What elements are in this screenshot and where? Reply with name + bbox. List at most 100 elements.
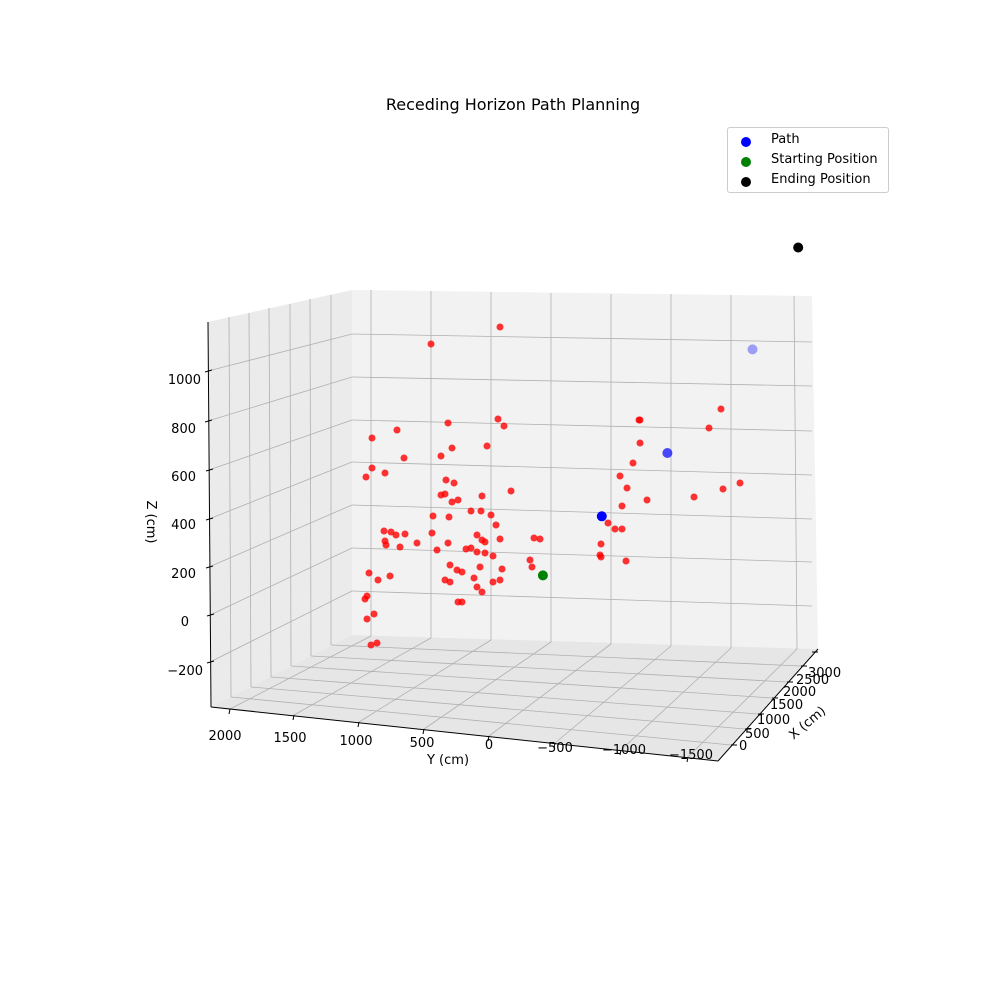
- obstacle-point: [736, 479, 744, 487]
- gridlines: [207, 290, 813, 758]
- obstacle-point: [636, 416, 644, 424]
- obstacle-point: [473, 531, 481, 539]
- obstacle-point: [494, 415, 502, 423]
- obstacle-point: [381, 469, 389, 477]
- obstacle-point: [473, 548, 481, 556]
- z-tick-label: 600: [171, 470, 196, 485]
- obstacle-point: [428, 529, 436, 537]
- z-tick-label: 800: [171, 422, 196, 437]
- x-tick-label: 2500: [796, 673, 829, 688]
- obstacle-point: [526, 556, 534, 564]
- obstacle-point: [616, 472, 624, 480]
- obstacle-point: [368, 434, 376, 442]
- obstacle-point: [705, 424, 713, 432]
- obstacle-point: [427, 340, 435, 348]
- pane-back: [352, 290, 818, 649]
- legend-label: Ending Position: [771, 172, 871, 187]
- chart-title: Receding Horizon Path Planning: [385, 95, 641, 114]
- y-tick-label: 0: [485, 738, 493, 753]
- obstacle-point: [454, 496, 462, 504]
- obstacle-point: [401, 530, 409, 538]
- obstacle-point: [446, 561, 454, 569]
- z-tick-label: 0: [181, 615, 189, 630]
- obstacle-point: [413, 539, 421, 547]
- x-tick-label: 500: [745, 727, 770, 742]
- obstacle-point: [446, 578, 454, 586]
- obstacle-point: [373, 639, 381, 647]
- obstacle-point: [448, 498, 456, 506]
- obstacle-point: [392, 531, 400, 539]
- y-tick-label: −1500: [669, 748, 713, 763]
- obstacle-point: [386, 572, 394, 580]
- obstacle-point: [528, 563, 536, 571]
- obstacle-point: [370, 610, 378, 618]
- obstacle-point: [496, 323, 504, 331]
- obstacle-point: [604, 519, 612, 527]
- obstacle-point: [622, 557, 630, 565]
- axes-lines: [204, 321, 819, 763]
- obstacle-point: [429, 512, 437, 520]
- y-tick-label: 1000: [339, 734, 372, 749]
- obstacle-point: [476, 563, 484, 571]
- y-tick-label: 1500: [273, 731, 306, 746]
- obstacle-point: [368, 464, 376, 472]
- obstacle-point: [536, 535, 544, 543]
- obstacle-point: [433, 546, 441, 554]
- obstacle-point: [478, 588, 486, 596]
- obstacle-point: [400, 454, 408, 462]
- obstacle-point: [489, 578, 497, 586]
- obstacle-point: [477, 507, 485, 515]
- obstacle-point: [690, 493, 698, 501]
- obstacle-points: [361, 323, 744, 649]
- z-tick-label: 200: [171, 567, 196, 582]
- x-tick-label: 0: [739, 739, 747, 754]
- obstacle-point: [454, 598, 462, 606]
- pane-floor: [211, 635, 818, 761]
- obstacle-point: [444, 539, 452, 547]
- legend-item-end: Ending Position: [728, 171, 888, 191]
- z-tick-label: 400: [171, 518, 196, 533]
- tick-labels: 1000 800 600 400 200 0 −200 2000 1500 10…: [167, 373, 841, 763]
- obstacle-point: [467, 544, 475, 552]
- obstacle-point: [489, 552, 497, 560]
- start-point: [537, 570, 548, 581]
- obstacle-point: [597, 553, 605, 561]
- obstacle-point: [467, 507, 475, 515]
- obstacle-point: [492, 521, 500, 529]
- legend-item-start: Starting Position: [728, 151, 888, 171]
- obstacle-point: [717, 405, 725, 413]
- obstacle-point: [618, 525, 626, 533]
- obstacle-point: [643, 496, 651, 504]
- end-point: [793, 242, 804, 253]
- obstacle-point: [470, 574, 478, 582]
- obstacle-point: [481, 538, 489, 546]
- z-tick-label: 1000: [168, 373, 201, 388]
- obstacle-point: [442, 476, 450, 484]
- obstacle-point: [618, 502, 626, 510]
- obstacle-point: [478, 492, 486, 500]
- obstacle-point: [500, 422, 508, 430]
- x-tick-label: 2000: [783, 685, 816, 700]
- obstacle-point: [636, 439, 644, 447]
- obstacle-point: [487, 511, 495, 519]
- obstacle-point: [448, 444, 456, 452]
- obstacle-point: [363, 615, 371, 623]
- obstacle-point: [445, 513, 453, 521]
- obstacle-point: [382, 541, 390, 549]
- pane-left: [208, 290, 352, 707]
- obstacle-point: [597, 540, 605, 548]
- obstacle-point: [450, 479, 458, 487]
- obstacle-point: [496, 576, 504, 584]
- y-tick-label: −1000: [602, 743, 646, 758]
- obstacle-point: [437, 491, 445, 499]
- obstacle-point: [473, 583, 481, 591]
- obstacle-point: [365, 569, 373, 577]
- obstacle-point: [483, 442, 491, 450]
- obstacle-point: [444, 419, 452, 427]
- z-tick-label: −200: [167, 664, 203, 679]
- legend-marker-end: [741, 177, 751, 187]
- obstacle-point: [481, 549, 489, 557]
- y-tick-label: 2000: [208, 729, 241, 744]
